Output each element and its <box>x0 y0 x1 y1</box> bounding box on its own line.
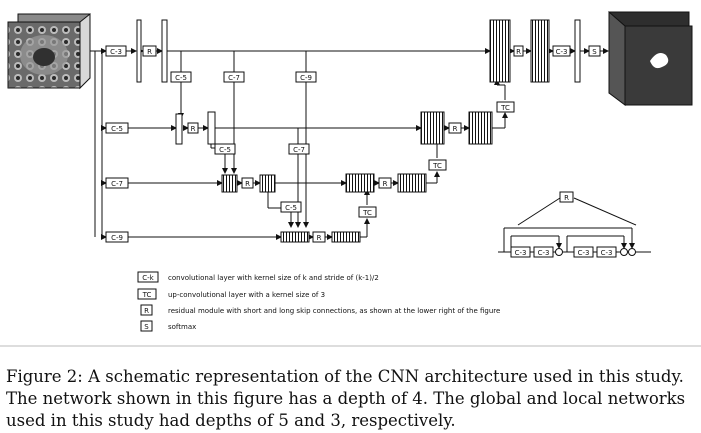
residual-label: R <box>191 125 196 133</box>
conv-label: C-3 <box>578 249 590 257</box>
feature-map-out <box>574 19 581 83</box>
conv-label: C-7 <box>293 146 305 154</box>
feature-map-up3b <box>397 173 427 193</box>
sum-node-icon <box>620 248 628 256</box>
residual-label: R <box>245 180 250 188</box>
feature-map-l1b <box>161 19 168 83</box>
residual-label: R <box>383 180 388 188</box>
legend-text: residual module with short and long skip… <box>168 307 500 315</box>
conv-label: C-3 <box>601 249 613 257</box>
segmentation-output-volume-icon <box>608 10 693 106</box>
feature-map-up1a <box>489 19 511 83</box>
caption-line: The network shown in this figure has a d… <box>6 389 686 408</box>
legend-text: up-convolutional layer with a kernel siz… <box>168 291 325 299</box>
conv-label: C-7 <box>111 180 123 188</box>
conv-label: C-5 <box>219 146 231 154</box>
residual-label: R <box>147 48 152 56</box>
feature-map-l2b <box>207 111 216 145</box>
legend-text: convolutional layer with kernel size of … <box>168 274 379 282</box>
figure-caption: Figure 2: A schematic representation of … <box>6 366 696 432</box>
caption-line: Figure 2: A schematic representation of … <box>6 367 684 386</box>
legend-key: R <box>144 307 149 315</box>
feature-map-up1b <box>530 19 550 83</box>
legend-key: S <box>144 323 149 331</box>
upconv-label: TC <box>362 209 372 217</box>
feature-map-up3a <box>345 173 375 193</box>
softmax-label: S <box>592 48 597 56</box>
conv-label: C-9 <box>111 234 123 242</box>
mri-input-volume-icon <box>7 12 91 90</box>
legend-text: softmax <box>168 323 196 331</box>
upconv-label: TC <box>500 104 510 112</box>
conv-label: C-9 <box>300 74 312 82</box>
residual-label: R <box>564 194 569 202</box>
conv-label: C-5 <box>111 125 123 133</box>
feature-map-up2b <box>468 111 493 145</box>
residual-module-detail: R C-3 C-3 C-3 C-3 <box>498 191 651 258</box>
feature-map-l1a <box>136 19 142 83</box>
conv-label: C-3 <box>556 48 568 56</box>
legend: C-k convolutional layer with kernel size… <box>137 271 500 332</box>
cnn-architecture-diagram: C-3 R C-5 C-7 C-9 C-5 R C-5 C-7 C-7 R C-… <box>0 10 701 347</box>
conv-label: C-7 <box>228 74 240 82</box>
feature-map-up2a <box>420 111 445 145</box>
legend-key: C-k <box>142 274 154 282</box>
caption-line: used in this study had depths of 5 and 3… <box>6 411 456 430</box>
residual-label: R <box>516 48 521 56</box>
feature-map-l4a <box>280 231 310 243</box>
feature-map-l2a <box>175 113 183 145</box>
upconv-label: TC <box>432 162 442 170</box>
conv-label: C-3 <box>110 48 122 56</box>
residual-label: R <box>453 125 458 133</box>
conv-label: C-5 <box>175 74 187 82</box>
feature-map-l3a <box>221 174 238 193</box>
conv-label: C-3 <box>515 249 527 257</box>
conv-label: C-5 <box>285 204 297 212</box>
legend-key: TC <box>142 291 152 299</box>
sum-node-icon <box>628 248 636 256</box>
feature-map-l4b <box>331 231 361 243</box>
feature-map-l3b <box>259 174 276 193</box>
sum-node-icon <box>555 248 563 256</box>
residual-label: R <box>317 234 322 242</box>
conv-label: C-3 <box>538 249 550 257</box>
